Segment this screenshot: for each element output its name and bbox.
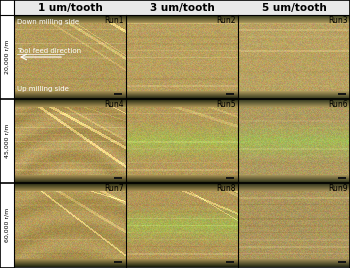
Text: Down milling side: Down milling side — [17, 19, 79, 25]
Text: 3 um/tooth: 3 um/tooth — [150, 2, 214, 13]
Text: Run7: Run7 — [104, 184, 124, 193]
Text: Run9: Run9 — [328, 184, 348, 193]
Text: Run1: Run1 — [105, 16, 124, 25]
Text: 1 um/tooth: 1 um/tooth — [38, 2, 102, 13]
Text: Run3: Run3 — [328, 16, 348, 25]
Text: Run4: Run4 — [104, 100, 124, 109]
Text: Tool feed direction: Tool feed direction — [17, 48, 81, 54]
Text: Run8: Run8 — [217, 184, 236, 193]
Text: Run5: Run5 — [216, 100, 236, 109]
Bar — [0, 0, 14, 268]
Text: 20,000 r/m: 20,000 r/m — [5, 40, 9, 74]
Text: Run2: Run2 — [217, 16, 236, 25]
Text: Up milling side: Up milling side — [17, 86, 69, 92]
Text: 5 um/tooth: 5 um/tooth — [262, 2, 326, 13]
Text: 45,000 r/m: 45,000 r/m — [5, 124, 9, 158]
Text: 60,000 r/m: 60,000 r/m — [5, 208, 9, 242]
Text: Run6: Run6 — [328, 100, 348, 109]
Bar — [14, 0, 350, 15]
